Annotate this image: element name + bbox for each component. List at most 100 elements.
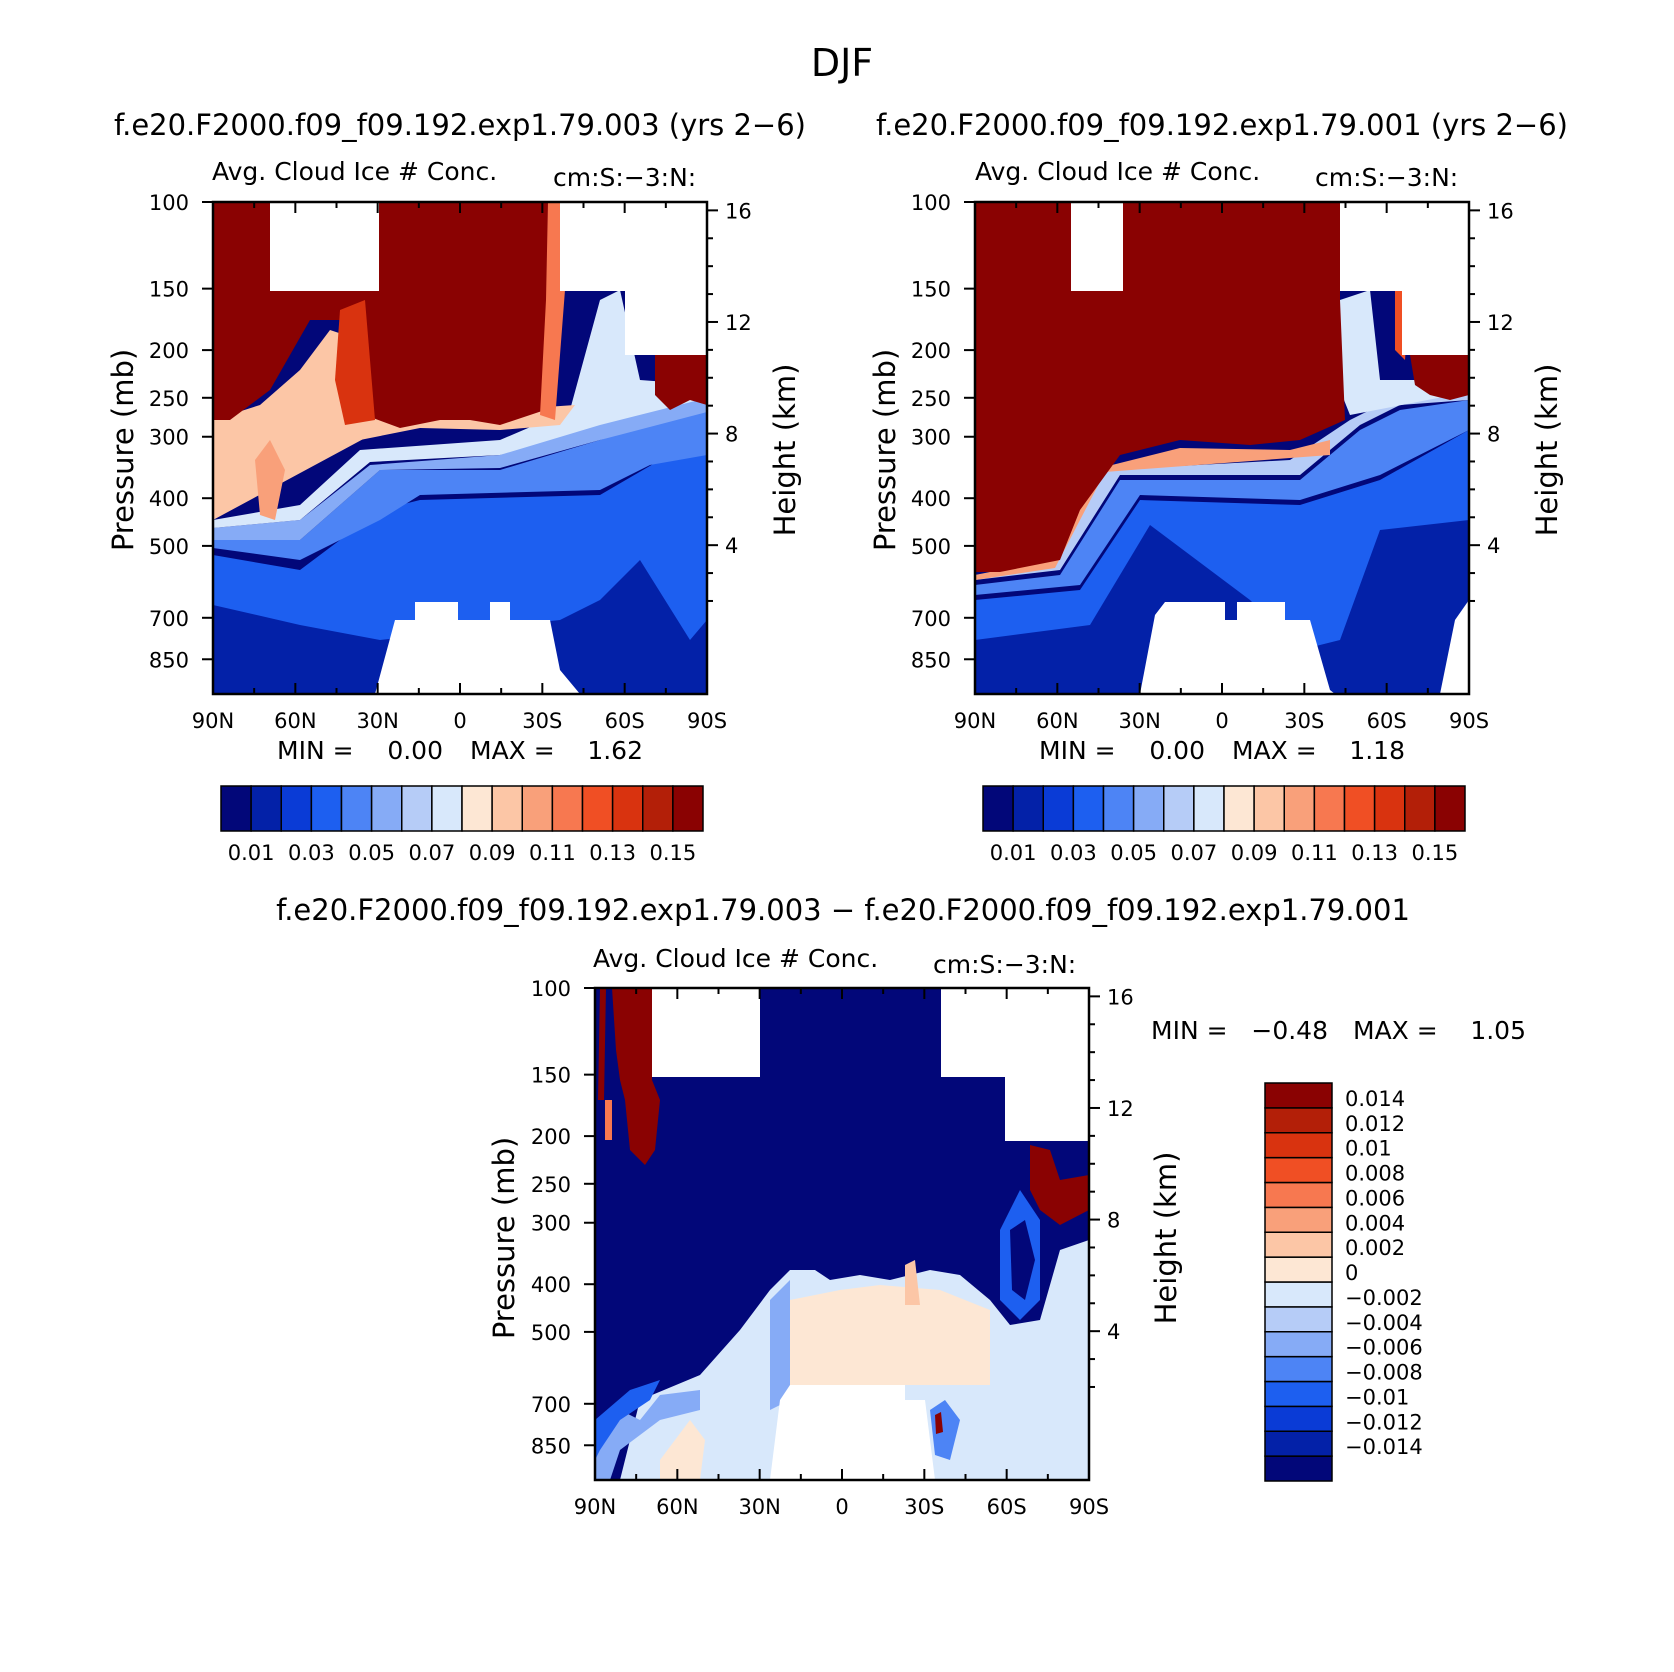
panel-exp003: f.e20.F2000.f09_f09.192.exp1.79.003 (yrs… (106, 108, 806, 865)
colorbar-swatch (1264, 1181, 1333, 1209)
contour-band (213, 395, 707, 540)
colorbar-label: 0.15 (649, 841, 696, 865)
x-tick-label: 90S (1449, 709, 1489, 733)
y-tick-label: 850 (149, 648, 189, 672)
y-tick-label: 300 (911, 426, 951, 450)
contour-band (1410, 355, 1469, 400)
colorbar: 0.0140.0120.010.0080.0060.0040.0020−0.00… (1264, 1082, 1423, 1482)
colorbar-label: 0.004 (1345, 1211, 1405, 1235)
x-tick-label: 90S (687, 709, 727, 733)
y-tick-label: 700 (911, 607, 951, 631)
y-tick-label: 500 (911, 535, 951, 559)
min-max-readout: MIN = 0.00 MAX = 1.18 (1039, 736, 1405, 765)
y-right-tick-label: 16 (1107, 985, 1134, 1009)
x-tick-label: 90N (954, 709, 996, 733)
x-tick-label: 60S (987, 1495, 1027, 1519)
y-tick-label: 150 (149, 278, 189, 302)
max-value: 1.05 (1470, 1016, 1526, 1045)
contour-band (213, 440, 707, 640)
colorbar-swatch (1193, 785, 1225, 832)
x-tick-label: 0 (453, 709, 466, 733)
colorbar-label: 0.07 (1170, 841, 1217, 865)
contour-band (605, 1100, 612, 1140)
colorbar-swatch (491, 785, 523, 832)
max-value: 1.62 (587, 736, 643, 765)
axis-ticks: 90N 60N 30N 0 30S 60S 90S 100 150 200 250 300 400 500… (149, 191, 752, 733)
max-label: MAX = (1353, 1016, 1438, 1045)
y-right-tick-label: 8 (725, 423, 738, 447)
y-tick-label: 400 (911, 487, 951, 511)
plot-title: Avg. Cloud Ice # Conc. (593, 944, 878, 973)
x-tick-label: 60N (1036, 709, 1078, 733)
colorbar-swatch (1264, 1405, 1333, 1432)
contour-band (770, 1280, 790, 1410)
contour-band (213, 202, 548, 428)
contour-field (595, 988, 1089, 1480)
max-label: MAX = (470, 736, 555, 765)
x-tick-label: 30S (904, 1495, 944, 1519)
y-tick-label: 200 (531, 1125, 571, 1149)
colorbar-label: 0.09 (469, 841, 516, 865)
y-axis-label: Pressure (mb) (868, 349, 902, 551)
colorbar-label: 0.07 (408, 841, 455, 865)
colorbar-label: 0.11 (1291, 841, 1338, 865)
colorbar-swatch (1283, 785, 1316, 832)
y-right-tick-label: 12 (1487, 311, 1514, 335)
colorbar: 0.01 0.03 0.05 0.07 0.09 0.11 0.13 0.15 (982, 785, 1466, 865)
colorbar-swatch (1253, 785, 1285, 832)
case-title: f.e20.F2000.f09_f09.192.exp1.79.003 (yrs… (114, 108, 806, 142)
y-tick-label: 850 (531, 1434, 571, 1458)
colorbar-swatch (1264, 1107, 1333, 1134)
y-tick-label: 200 (911, 339, 951, 363)
min-value: −0.48 (1251, 1016, 1328, 1045)
y-tick-label: 300 (149, 426, 189, 450)
case-title: f.e20.F2000.f09_f09.192.exp1.79.001 (yrs… (876, 108, 1568, 142)
min-label: MIN = (1039, 736, 1116, 765)
y-tick-label: 200 (149, 339, 189, 363)
colorbar-swatch (1072, 785, 1105, 832)
contour-band (612, 988, 660, 1165)
y-tick-label: 250 (149, 387, 189, 411)
axis-ticks: 90N 60N 30N 0 30S 60S 90S 100 150 200 250 300 400 500… (531, 977, 1134, 1519)
y-tick-label: 250 (911, 387, 951, 411)
colorbar-label: 0.01 (228, 841, 275, 865)
y-tick-label: 250 (531, 1173, 571, 1197)
y-tick-label: 150 (911, 278, 951, 302)
colorbar-swatch (1163, 785, 1195, 832)
y-tick-label: 850 (911, 648, 951, 672)
contour-band (1030, 1145, 1089, 1225)
plot-title: Avg. Cloud Ice # Conc. (212, 157, 497, 186)
missing-region (1071, 202, 1123, 291)
colorbar-swatch (642, 785, 674, 832)
panel-diff: f.e20.F2000.f09_f09.192.exp1.79.003 − f.… (276, 893, 1526, 1519)
min-label: MIN = (277, 736, 354, 765)
colorbar-label: −0.01 (1345, 1385, 1409, 1409)
missing-region (1440, 600, 1469, 694)
colorbar-label: 0.012 (1345, 1112, 1405, 1136)
case-title: f.e20.F2000.f09_f09.192.exp1.79.003 − f.… (276, 893, 1410, 927)
y-right-tick-label: 8 (1487, 423, 1500, 447)
contour-band (598, 988, 606, 1100)
colorbar-label: 0.09 (1231, 841, 1278, 865)
y-right-tick-label: 8 (1107, 1209, 1120, 1233)
missing-region (1402, 291, 1469, 355)
x-tick-label: 60N (656, 1495, 698, 1519)
colorbar-swatch (1264, 1355, 1333, 1383)
contour-band (213, 290, 707, 528)
missing-region (770, 1385, 935, 1480)
contour-band (255, 440, 285, 520)
colorbar-swatch (1102, 785, 1135, 832)
missing-region (1340, 202, 1469, 291)
colorbar-label: 0.11 (529, 841, 576, 865)
colorbar-swatch (1373, 785, 1406, 832)
min-max-readout: MIN = −0.48 MAX = 1.05 (1151, 1016, 1526, 1045)
colorbar-swatch (431, 785, 463, 832)
colorbar-swatch (581, 785, 614, 832)
y-tick-label: 400 (531, 1273, 571, 1297)
colorbar-swatch (1264, 1281, 1333, 1308)
figure-title: DJF (811, 41, 873, 85)
contour-band (975, 400, 1469, 595)
y-tick-label: 700 (531, 1393, 571, 1417)
colorbar-swatch (1042, 785, 1075, 832)
colorbar-swatch (1264, 1206, 1333, 1233)
